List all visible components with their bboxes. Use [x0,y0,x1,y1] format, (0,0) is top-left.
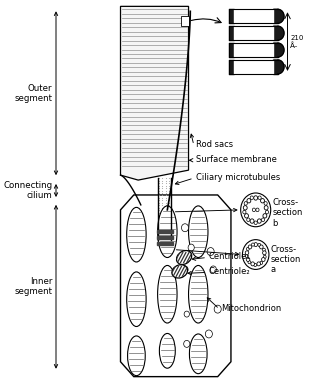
Polygon shape [157,236,173,239]
Circle shape [254,196,258,200]
Ellipse shape [159,333,175,368]
Circle shape [184,340,190,347]
Ellipse shape [172,265,187,278]
Polygon shape [274,26,284,40]
Circle shape [254,243,258,247]
Circle shape [246,247,249,251]
Circle shape [247,199,251,203]
Ellipse shape [188,206,208,257]
Circle shape [251,262,254,266]
Text: Cross-
section
a: Cross- section a [271,244,301,274]
Circle shape [254,221,257,225]
Circle shape [245,254,248,257]
Circle shape [263,214,267,218]
Polygon shape [121,195,231,377]
Ellipse shape [157,265,177,323]
Circle shape [261,257,265,262]
Polygon shape [274,9,278,23]
Circle shape [260,199,264,203]
Circle shape [248,245,252,249]
Polygon shape [121,6,188,180]
Text: Rod sacs: Rod sacs [196,140,233,149]
Circle shape [252,208,256,212]
Ellipse shape [157,206,177,257]
Circle shape [254,263,257,267]
Polygon shape [229,26,234,40]
Circle shape [205,330,213,338]
Circle shape [250,196,253,199]
Circle shape [258,196,261,199]
Circle shape [257,262,260,266]
Polygon shape [234,43,274,57]
Circle shape [263,251,266,255]
Polygon shape [274,60,278,74]
Polygon shape [274,26,278,40]
Polygon shape [157,230,173,233]
Circle shape [264,206,268,210]
Text: Ciliary microtubules: Ciliary microtubules [196,173,280,181]
Polygon shape [229,43,234,57]
Polygon shape [229,60,234,74]
Polygon shape [229,9,234,23]
Circle shape [244,214,248,218]
Circle shape [243,210,246,214]
Ellipse shape [127,207,146,262]
Circle shape [261,218,265,222]
Circle shape [265,210,269,214]
Text: Outer
segment: Outer segment [14,84,52,103]
Polygon shape [274,43,278,57]
Circle shape [259,245,263,249]
Text: Connecting
cilium: Connecting cilium [3,181,52,200]
Ellipse shape [176,251,192,264]
Circle shape [247,218,250,222]
Circle shape [257,219,261,223]
Text: Cross-
section
b: Cross- section b [273,198,303,228]
Circle shape [182,224,188,232]
Polygon shape [274,60,284,74]
Circle shape [246,257,250,262]
Polygon shape [234,26,274,40]
Bar [182,16,188,26]
Polygon shape [234,9,274,23]
Circle shape [241,193,271,227]
Text: Centriole₁: Centriole₁ [209,252,251,261]
Circle shape [245,251,249,255]
Text: Surface membrane: Surface membrane [196,155,276,164]
Circle shape [207,248,214,256]
Circle shape [214,305,221,313]
Ellipse shape [127,336,145,376]
Circle shape [258,243,261,246]
Polygon shape [274,9,284,23]
Circle shape [188,244,194,251]
Circle shape [243,240,269,269]
Text: Mitochondrion: Mitochondrion [221,304,281,312]
Polygon shape [234,60,274,74]
Circle shape [252,243,254,246]
Circle shape [182,266,188,273]
Circle shape [210,266,216,273]
Circle shape [248,261,251,264]
Ellipse shape [127,272,146,327]
Circle shape [244,202,247,205]
Circle shape [250,219,254,223]
Circle shape [256,208,259,212]
Circle shape [184,311,189,317]
Polygon shape [157,242,173,244]
Circle shape [263,255,266,259]
Polygon shape [274,43,284,57]
Ellipse shape [188,265,208,323]
Circle shape [243,206,247,210]
Circle shape [260,261,263,264]
Text: Centriole₂: Centriole₂ [209,267,250,276]
Ellipse shape [189,334,207,374]
Text: 210
Å–: 210 Å– [290,35,304,49]
Text: Inner
segment: Inner segment [14,277,52,296]
Circle shape [264,202,267,205]
Circle shape [262,248,265,251]
